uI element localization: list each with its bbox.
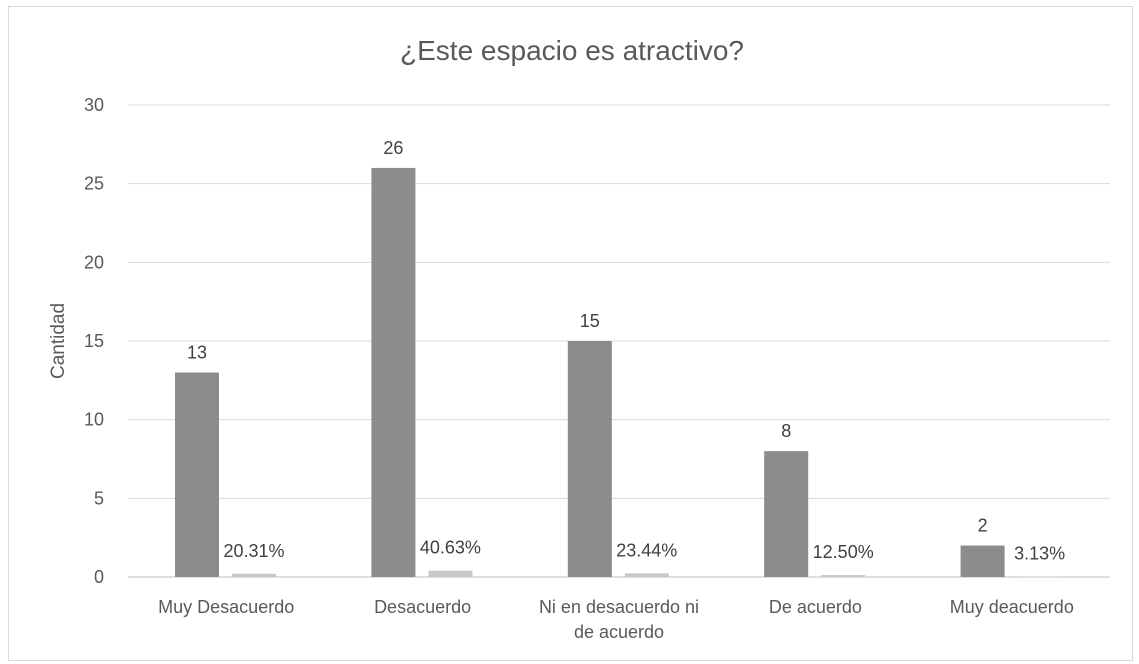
data-label-percentage: 40.63% [420,538,481,558]
category-label: Desacuerdo [374,597,471,617]
y-axis-label: Cantidad [48,303,69,379]
data-label-count: 2 [978,516,988,536]
bar-percentage [624,573,669,577]
bar-count [175,372,219,577]
bar-count [960,545,1005,577]
category-label: Muy Desacuerdo [158,597,294,617]
gridlines [128,104,1110,578]
bar-percentage [1017,576,1062,578]
y-tick-label: 0 [94,567,104,587]
data-label-count: 26 [383,138,403,158]
x-axis-categories: Muy Desacuerdo Desacuerdo Ni en desacuerdo… [158,597,1074,642]
data-label-count: 15 [580,311,600,331]
y-tick-label: 20 [84,252,104,272]
data-labels: 13 20.31% 26 40.63% 15 23.44% 8 12.50% 2 3.13% [187,138,1065,564]
y-tick-label: 15 [84,331,104,351]
y-tick-label: 30 [84,95,104,115]
data-label-percentage: 20.31% [223,541,284,561]
category-label: Ni en desacuerdo ni [539,597,699,617]
category-label: Muy deacuerdo [950,597,1074,617]
y-tick-label: 5 [94,488,104,508]
y-tick-label: 25 [84,174,104,194]
category-label: De acuerdo [769,597,862,617]
data-label-count: 13 [187,342,207,362]
y-tick-label: 10 [84,410,104,430]
bar-count [371,167,416,577]
category-label: de acuerdo [574,622,664,642]
data-label-count: 8 [781,421,791,441]
data-label-percentage: 12.50% [813,542,874,562]
bars [175,167,1062,578]
bar-percentage [232,573,276,577]
bar-percentage [821,575,866,577]
bar-count [764,451,809,577]
y-axis-ticks: 0 5 10 15 20 25 30 [84,95,104,587]
chart-title: ¿Este espacio es atractivo? [400,35,744,66]
data-label-percentage: 23.44% [616,540,677,560]
bar-count [567,341,612,577]
data-label-percentage: 3.13% [1014,544,1065,564]
bar-percentage [428,570,473,577]
